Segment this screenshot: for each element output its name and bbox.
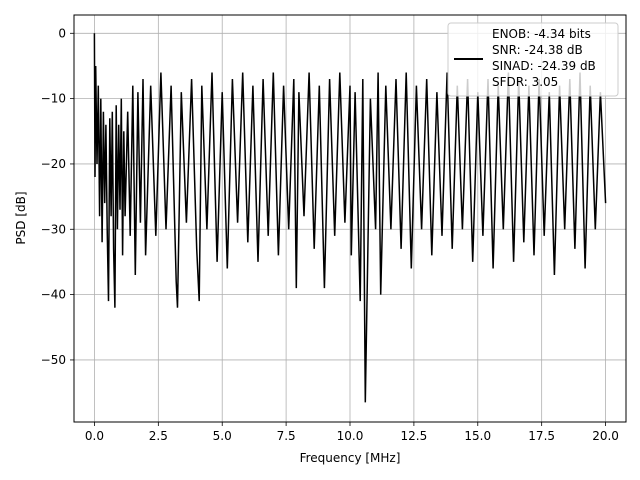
legend: ENOB: -4.34 bits SNR: -24.38 dB SINAD: -… — [447, 22, 619, 97]
legend-entry-snr: SNR: -24.38 dB — [492, 43, 583, 57]
y-tick-label: −50 — [41, 353, 66, 367]
x-tick-label: 5.0 — [213, 429, 232, 443]
y-tick-label: 0 — [58, 26, 66, 40]
y-tick-label: −10 — [41, 92, 66, 106]
x-tick-label: 10.0 — [337, 429, 364, 443]
legend-entry-sfdr: SFDR: 3.05 — [492, 75, 558, 89]
legend-entry-enob: ENOB: -4.34 bits — [492, 27, 591, 41]
series-layer — [93, 33, 607, 403]
x-axis-label: Frequency [MHz] — [300, 451, 401, 465]
x-tick-label: 7.5 — [277, 429, 296, 443]
y-tick-label: −30 — [41, 222, 66, 236]
y-tick-label: −20 — [41, 157, 66, 171]
x-ticks: 0.0 2.5 5.0 7.5 10.0 12.5 15.0 17.5 20.0 — [85, 422, 619, 443]
x-tick-label: 20.0 — [592, 429, 619, 443]
x-tick-label: 2.5 — [149, 429, 168, 443]
x-tick-label: 15.0 — [464, 429, 491, 443]
legend-entry-sinad: SINAD: -24.39 dB — [492, 59, 596, 73]
y-axis-label: PSD [dB] — [14, 191, 28, 244]
y-tick-label: −40 — [41, 288, 66, 302]
psd-series-line — [93, 33, 607, 403]
x-tick-label: 17.5 — [528, 429, 555, 443]
y-ticks: 0 −10 −20 −30 −40 −50 — [41, 26, 74, 367]
x-tick-label: 12.5 — [401, 429, 428, 443]
legend-box — [447, 22, 619, 97]
x-tick-label: 0.0 — [85, 429, 104, 443]
